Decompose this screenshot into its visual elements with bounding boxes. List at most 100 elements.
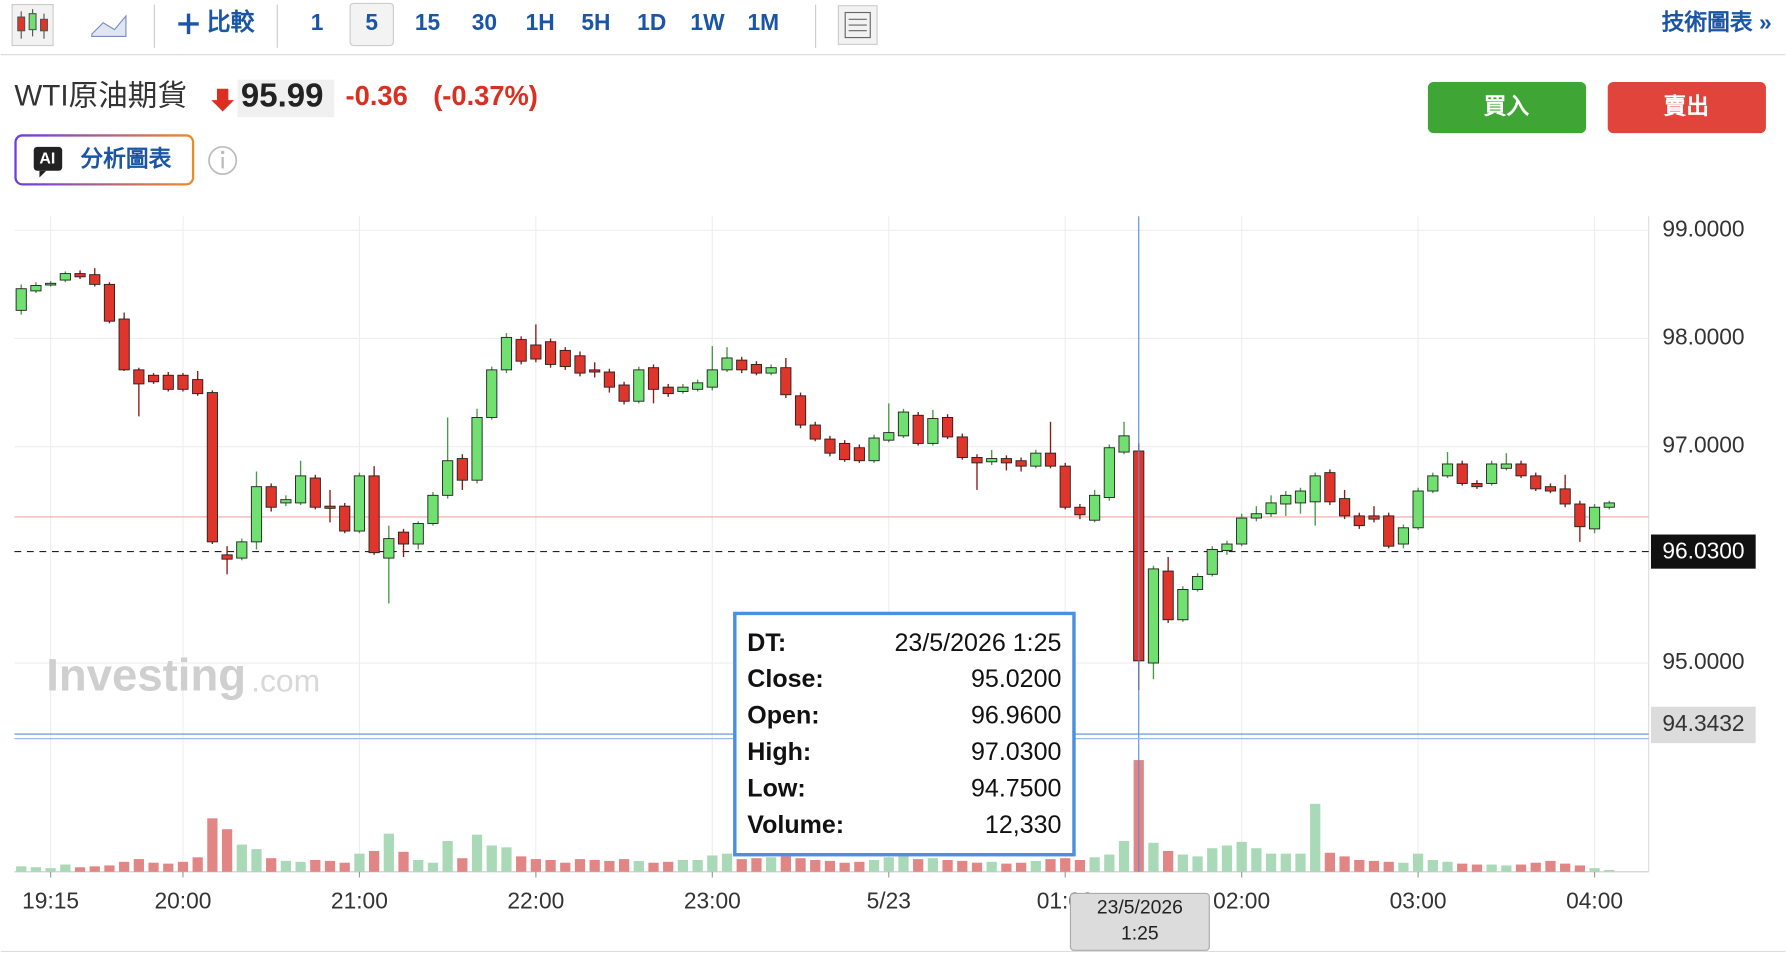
active-interval-box (349, 2, 394, 47)
candle-body (750, 363, 763, 374)
interval-button[interactable]: 1H (526, 9, 555, 35)
candle-body (324, 505, 336, 509)
tooltip-value: 23/5/2026 1:25 (895, 629, 1062, 657)
volume-bar (1192, 856, 1203, 872)
tooltip-value: 94.7500 (971, 774, 1061, 802)
watermark-brand: Investing (46, 649, 246, 700)
volume-bar (74, 867, 86, 872)
volume-bar (1545, 860, 1556, 872)
info-icon[interactable] (208, 145, 238, 175)
candle-body (1030, 452, 1042, 467)
y-tick-label: 95.0000 (1662, 648, 1744, 674)
volume-bar (177, 861, 189, 872)
plus-icon[interactable] (178, 13, 199, 35)
x-tick-label: 03:00 (1390, 888, 1447, 914)
x-tick-label: 20:00 (154, 888, 211, 914)
interval-button[interactable]: 15 (415, 9, 441, 35)
candle-body (368, 475, 380, 554)
y-tick-label: 99.0000 (1662, 215, 1744, 241)
candle-body (853, 447, 865, 462)
area-icon[interactable] (91, 14, 127, 37)
volume-bar (677, 860, 689, 872)
tooltip-label: Close: (747, 665, 823, 693)
volume-bar (192, 857, 203, 872)
volume-bar (868, 860, 880, 872)
volume-bar (471, 834, 483, 872)
volume-bar (942, 860, 953, 872)
volume-bar (839, 862, 850, 872)
interval-button[interactable]: 5 (365, 9, 378, 35)
volume-bar (707, 855, 718, 872)
volume-bar (1148, 842, 1159, 872)
interval-button[interactable]: 1 (311, 9, 324, 35)
volume-bar (736, 859, 747, 872)
volume-bar (310, 860, 321, 872)
candle-body (250, 486, 263, 543)
volume-bar (1457, 863, 1468, 872)
candle-body (1162, 570, 1174, 621)
buy-button[interactable]: 買入 (1427, 81, 1587, 134)
sell-label[interactable]: 賣出 (1664, 93, 1710, 119)
candle-body (1486, 463, 1498, 484)
layout-icon[interactable] (837, 5, 878, 45)
candle-body (1089, 494, 1101, 521)
volume-bar (927, 858, 939, 872)
candle-body (589, 369, 601, 373)
ai-label[interactable]: 分析圖表 (80, 145, 171, 171)
volume-bar (1089, 857, 1100, 872)
volume-bar (266, 858, 277, 872)
interval-button[interactable]: 1D (637, 9, 666, 35)
volume-bar (1104, 854, 1115, 872)
candle-body (1206, 548, 1218, 575)
candle-body (1603, 502, 1615, 508)
interval-button[interactable]: 1W (690, 9, 725, 35)
volume-bar (530, 859, 541, 872)
volume-bar (648, 862, 659, 872)
candle-body (30, 285, 42, 292)
volume-bar (898, 856, 909, 872)
price-change: -0.36 (346, 80, 408, 111)
ai-badge[interactable]: AI (39, 151, 55, 168)
volume-bar (1442, 861, 1453, 872)
volume-bar (1486, 864, 1497, 872)
candle-body (544, 341, 557, 365)
y-tick-label: 98.0000 (1662, 323, 1744, 349)
candle-body (1103, 447, 1115, 498)
buy-label[interactable]: 買入 (1484, 93, 1530, 119)
interval-button[interactable]: 5H (581, 9, 610, 35)
volume-bar (883, 857, 894, 872)
crosshair-time-label: 1:25 (1121, 922, 1159, 944)
candle-body (118, 318, 130, 371)
volume-bar (1295, 853, 1306, 872)
interval-button[interactable]: 1M (747, 9, 779, 35)
volume-bar (427, 862, 439, 872)
volume-bar (780, 856, 791, 872)
candle-body (1397, 527, 1409, 545)
compare-button[interactable]: 比較 (207, 8, 256, 36)
x-tick-label: 23:00 (684, 888, 741, 914)
candle-body (721, 357, 733, 371)
candle-body (530, 344, 542, 360)
volume-bar (1354, 860, 1365, 872)
volume-bar (1427, 860, 1438, 872)
interval-button[interactable]: 30 (472, 9, 497, 35)
candle-body (1265, 502, 1277, 515)
volume-bar (618, 859, 630, 872)
sell-button[interactable]: 賣出 (1607, 81, 1766, 134)
technical-chart-link[interactable]: 技術圖表 » (1662, 9, 1772, 35)
tooltip-label: Low: (747, 774, 805, 802)
volume-bar (957, 860, 968, 872)
candle-icon[interactable] (11, 3, 54, 47)
candle-body (839, 442, 851, 461)
volume-bar (295, 861, 306, 872)
candle-body (133, 369, 145, 385)
candle-body (662, 386, 674, 395)
volume-bar (751, 858, 762, 872)
ai-analysis-button[interactable]: AI 分析圖表 (14, 134, 195, 186)
price-change-percent: (-0.37%) (433, 80, 538, 111)
crosshair-price-label: 94.3432 (1662, 710, 1744, 736)
candle-body (1074, 506, 1086, 516)
candle-body (147, 374, 160, 383)
tooltip-box (733, 611, 1076, 857)
candle-body (912, 414, 924, 444)
